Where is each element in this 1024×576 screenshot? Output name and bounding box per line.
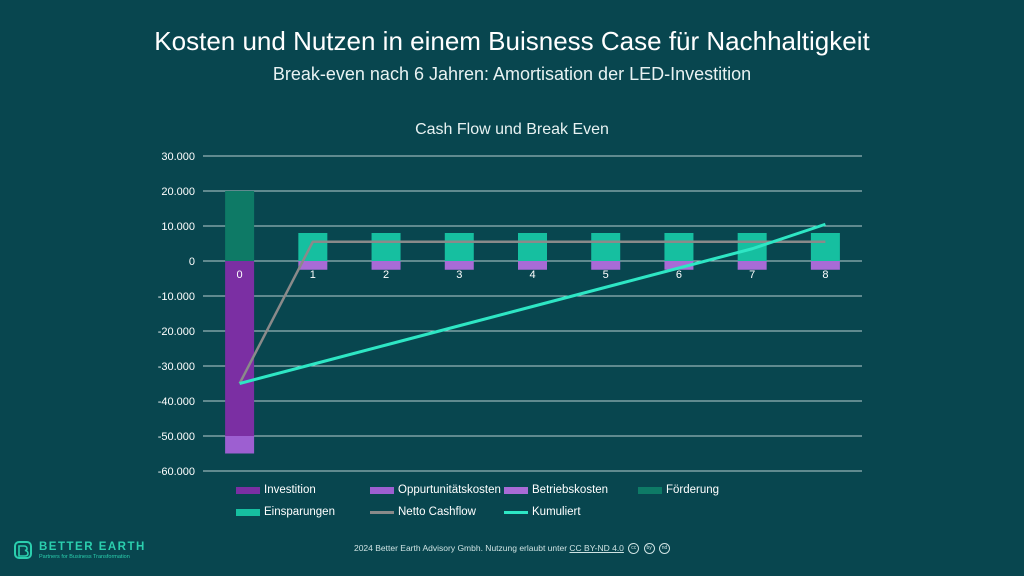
legend-label-foerderung: Förderung: [666, 484, 720, 496]
y-tick-label: -20.000: [158, 326, 195, 338]
x-tick-label: 7: [749, 269, 755, 281]
bar-betriebskosten-4: [518, 261, 547, 270]
bar-einsparungen-3: [444, 233, 474, 261]
logo-name: BETTER EARTH: [39, 540, 146, 553]
legend-swatch-kumuliert: [504, 510, 528, 514]
legend-swatch-investition: [236, 486, 260, 494]
bar-investition-0: [225, 261, 255, 436]
bar-betriebskosten-5: [591, 261, 621, 270]
legend-item-investition: Investition: [236, 484, 316, 496]
bar-betriebskosten-1: [298, 261, 328, 270]
x-tick-label: 1: [310, 269, 316, 281]
legend-item-einsparungen: Einsparungen: [236, 506, 335, 518]
legend-swatch-foerderung: [638, 486, 662, 494]
chart-legend: Investition Oppurtunitätskosten Betriebs…: [236, 484, 796, 530]
bar-betriebskosten-6: [664, 261, 694, 270]
bar-betriebskosten-2: [371, 261, 401, 270]
bar-f-rderung-0: [225, 191, 255, 261]
bar-einsparungen-6: [664, 233, 694, 261]
logo-tagline: Partners for Business Transformation: [39, 553, 130, 560]
legend-swatch-einsparungen: [236, 508, 260, 516]
x-tick-label: 5: [603, 269, 609, 281]
legend-item-opportunitaetskosten: Oppurtunitätskosten: [370, 484, 501, 496]
bar-betriebskosten-7: [737, 261, 767, 270]
license-link[interactable]: CC BY-ND 4.0: [569, 543, 624, 553]
y-tick-label: -60.000: [158, 466, 195, 478]
x-tick-label: 8: [822, 269, 828, 281]
x-axis-ticks: 0 1 2 3 4 5 6 7 8: [237, 269, 829, 281]
y-tick-label: -40.000: [158, 396, 195, 408]
by-icon: by: [643, 543, 655, 555]
bar-einsparungen-5: [591, 233, 621, 261]
y-tick-label: 30.000: [161, 151, 195, 163]
x-tick-label: 2: [383, 269, 389, 281]
legend-label-opportunitaetskosten: Oppurtunitätskosten: [398, 484, 501, 496]
company-logo: BETTER EARTH Partners for Business Trans…: [13, 540, 146, 560]
legend-item-foerderung: Förderung: [638, 484, 719, 496]
legend-label-betriebskosten: Betriebskosten: [532, 484, 609, 496]
legend-swatch-netto-cashflow: [370, 510, 394, 514]
legend-swatch-betriebskosten: [504, 486, 528, 494]
bar-opportunit-tskosten-0: [225, 436, 255, 454]
chart-lines: [238, 222, 826, 385]
cc-icon: cc: [628, 543, 640, 555]
x-tick-label: 4: [529, 269, 535, 281]
x-tick-label: 0: [237, 269, 243, 281]
bar-betriebskosten-8: [810, 261, 840, 270]
x-tick-label: 3: [456, 269, 462, 281]
bar-betriebskosten-3: [444, 261, 474, 270]
legend-label-investition: Investition: [264, 484, 316, 496]
legend-item-betriebskosten: Betriebskosten: [504, 484, 608, 496]
legend-label-netto-cashflow: Netto Cashflow: [398, 506, 476, 518]
leaf-icon: [14, 541, 32, 559]
legend-swatch-opportunitaetskosten: [370, 486, 394, 494]
page-subtitle: Break-even nach 6 Jahren: Amortisation d…: [272, 64, 752, 84]
line-kumuliert: [239, 222, 826, 385]
y-tick-label: 10.000: [161, 221, 195, 233]
nd-icon: nd: [659, 543, 671, 555]
legend-item-netto-cashflow: Netto Cashflow: [370, 506, 476, 518]
y-tick-label: -50.000: [158, 431, 195, 443]
legend-item-kumuliert: Kumuliert: [504, 506, 581, 518]
y-tick-label: -10.000: [158, 291, 195, 303]
line-netto-cashflow: [238, 240, 826, 385]
y-tick-label: 0: [189, 256, 195, 268]
bar-einsparungen-2: [371, 233, 401, 261]
legend-label-kumuliert: Kumuliert: [532, 506, 581, 518]
legend-label-einsparungen: Einsparungen: [264, 506, 335, 518]
y-tick-label: 20.000: [161, 186, 195, 198]
bar-einsparungen-4: [518, 233, 547, 261]
y-axis-ticks: 30.000 20.000 10.000 0 -10.000 -20.000 -30.000…: [158, 151, 195, 478]
footer-text: 2024 Better Earth Advisory Gmbh. Nutzung…: [353, 543, 570, 553]
chart-title: Cash Flow und Break Even: [415, 121, 609, 138]
chart-bars: [225, 191, 840, 454]
bar-einsparungen-7: [737, 233, 767, 261]
chart-gridlines: [203, 155, 862, 472]
footer: 2024 Better Earth Advisory Gmbh. Nutzung…: [0, 543, 1024, 555]
y-tick-label: -30.000: [158, 361, 195, 373]
page-title: Kosten und Nutzen in einem Buisness Case…: [154, 26, 870, 56]
bar-einsparungen-8: [810, 233, 840, 261]
x-tick-label: 6: [676, 269, 682, 281]
bar-einsparungen-1: [298, 233, 328, 261]
